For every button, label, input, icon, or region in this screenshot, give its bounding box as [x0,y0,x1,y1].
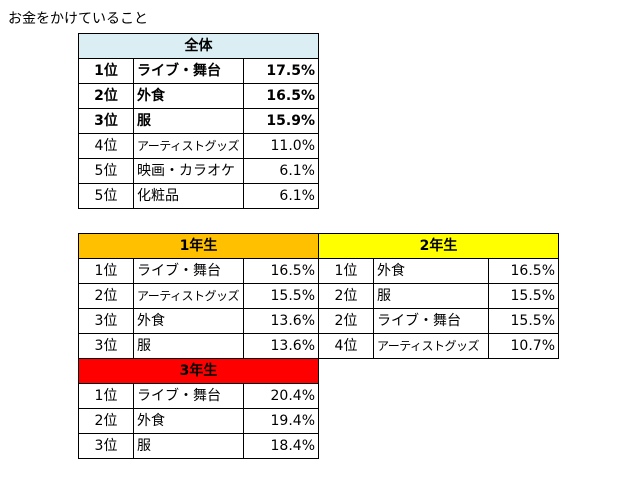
table-cell: 外食 [133,408,244,434]
table-cell: 3位 [78,333,134,359]
table-cell: ライブ・舞台 [133,258,244,284]
table-cell: 13.6% [243,308,319,334]
table-cell: 2位 [78,408,134,434]
table-cell: 17.5% [243,58,319,84]
title: お金をかけていること [8,11,148,27]
table-cell: 服 [133,433,244,459]
table-cell: ライブ・舞台 [133,58,244,84]
table-cell: 外食 [133,308,244,334]
table-cell: 1位 [78,58,134,84]
table-cell: 20.4% [243,383,319,409]
table-cell: 18.4% [243,433,319,459]
table-cell: 15.5% [488,308,559,334]
table-cell: 5位 [78,158,134,184]
table-cell: 2位 [78,83,134,109]
table-cell: 10.7% [488,333,559,359]
table-cell: 15.5% [488,283,559,309]
table-cell: アーティストグッズ [373,333,489,359]
table-cell: 6.1% [243,158,319,184]
table-cell: 16.5% [488,258,559,284]
table-cell: 1位 [78,258,134,284]
table-cell: 1位 [318,258,374,284]
table-cell: 13.6% [243,333,319,359]
table-cell: 服 [133,108,244,134]
table-cell: 16.5% [243,258,319,284]
table-cell: 外食 [373,258,489,284]
table-cell: 2位 [78,283,134,309]
table-cell: 19.4% [243,408,319,434]
table-cell: 2位 [318,308,374,334]
table-cell: 4位 [78,133,134,159]
table-cell: アーティストグッズ [133,133,244,159]
table-cell: 15.9% [243,108,319,134]
table-cell: 4位 [318,333,374,359]
table-cell: 3位 [78,308,134,334]
table-cell: 2位 [318,283,374,309]
table-cell: 外食 [133,83,244,109]
table-cell: 服 [133,333,244,359]
table-cell: 映画・カラオケ [133,158,244,184]
table-cell: 3位 [78,433,134,459]
table-header: 全体 [78,33,319,59]
table-header: 2年生 [318,233,559,259]
table-cell: アーティストグッズ [133,283,244,309]
table-cell: 1位 [78,383,134,409]
table-cell: ライブ・舞台 [373,308,489,334]
table-cell: 服 [373,283,489,309]
table-cell: 5位 [78,183,134,209]
table-header: 1年生 [78,233,319,259]
table-header: 3年生 [78,358,319,384]
table-cell: 16.5% [243,83,319,109]
table-cell: 11.0% [243,133,319,159]
table-cell: 6.1% [243,183,319,209]
table-cell: 化粧品 [133,183,244,209]
table-cell: ライブ・舞台 [133,383,244,409]
table-cell: 15.5% [243,283,319,309]
table-cell: 3位 [78,108,134,134]
